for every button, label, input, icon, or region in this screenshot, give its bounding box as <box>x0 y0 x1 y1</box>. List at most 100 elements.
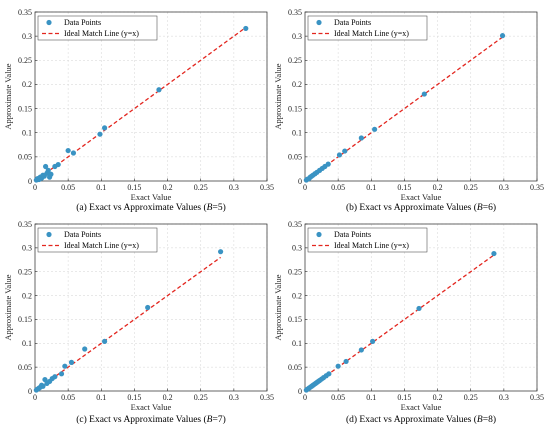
ideal-match-line <box>34 26 247 182</box>
x-tick-label: 0.1 <box>366 393 376 402</box>
y-tick-label: 0.1 <box>292 339 302 348</box>
y-tick-label: 0.35 <box>18 8 32 17</box>
caption-value: =8) <box>483 414 496 425</box>
legend-label-points: Data Points <box>64 18 101 27</box>
x-tick-label: 0.35 <box>530 183 544 192</box>
y-tick-label: 0 <box>28 387 32 396</box>
x-tick-label: 0.35 <box>260 183 274 192</box>
x-tick-label: 0 <box>303 183 307 192</box>
data-point <box>491 250 497 257</box>
y-axis-label: Approximate Value <box>273 274 283 340</box>
x-tick-label: 0 <box>33 393 37 402</box>
data-point <box>326 371 332 377</box>
ideal-match-line <box>34 256 221 392</box>
x-axis-label: Exact Value <box>401 402 442 412</box>
caption-value: =7) <box>212 414 225 425</box>
y-axis-label: Approximate Value <box>3 274 13 340</box>
caption-value: =6) <box>483 202 496 213</box>
y-tick-label: 0.1 <box>22 129 32 138</box>
y-tick-label: 0.35 <box>288 220 302 229</box>
y-tick-label: 0.35 <box>18 220 32 229</box>
y-tick-label: 0.35 <box>288 8 302 17</box>
x-tick-label: 0.05 <box>61 183 75 192</box>
y-tick-label: 0.3 <box>22 244 32 253</box>
y-tick-label: 0.15 <box>18 104 32 113</box>
caption-variable: B <box>477 203 483 213</box>
legend-box <box>37 227 158 253</box>
x-tick-label: 0.05 <box>331 183 345 192</box>
y-tick-label: 0.1 <box>292 129 302 138</box>
x-tick-label: 0.15 <box>127 183 141 192</box>
x-tick-label: 0.25 <box>194 393 208 402</box>
legend-box <box>307 227 428 253</box>
caption-variable: B <box>207 415 213 425</box>
data-point <box>40 383 46 389</box>
data-point <box>43 163 49 170</box>
data-point <box>372 126 378 132</box>
x-tick-label: 0.25 <box>464 393 478 402</box>
y-tick-label: 0.05 <box>288 363 302 372</box>
x-tick-label: 0.2 <box>433 183 443 192</box>
y-tick-label: 0 <box>298 177 302 186</box>
x-tick-label: 0 <box>33 183 37 192</box>
panel-c: 00 0.05 0.05 0.1 0.1 0.15 0.15 0.2 0.2 0.25 0.25 0.… <box>3 220 274 425</box>
legend: Data Points Ideal Match Line (y=x) <box>307 15 428 41</box>
legend-marker-points <box>316 19 322 26</box>
data-point <box>102 338 108 344</box>
y-tick-label: 0.05 <box>18 153 32 162</box>
x-tick-label: 0.15 <box>397 393 411 402</box>
y-tick-label: 0.1 <box>22 339 32 348</box>
y-tick-label: 0.2 <box>22 291 32 300</box>
x-tick-label: 0.05 <box>331 393 345 402</box>
x-tick-label: 0.25 <box>194 183 208 192</box>
y-tick-label: 0.2 <box>22 80 32 89</box>
legend-marker-points <box>46 231 52 238</box>
data-point <box>97 131 103 137</box>
panel-caption: (d) Exact vs Approximate Values (B=8) <box>346 414 496 425</box>
y-tick-label: 0 <box>28 177 32 186</box>
data-point <box>336 152 343 158</box>
legend-marker-points <box>316 231 322 238</box>
y-tick-label: 0.3 <box>22 32 32 41</box>
x-axis-label: Exact Value <box>401 192 442 202</box>
panel-a: 00 0.05 0.05 0.1 0.1 0.15 0.15 0.2 0.2 0.25 0.25 0.… <box>3 8 274 213</box>
y-axis-label: Approximate Value <box>3 63 13 129</box>
x-axis-label: Exact Value <box>131 192 172 202</box>
data-point <box>58 371 65 377</box>
data-point <box>55 161 61 168</box>
data-point <box>343 358 349 365</box>
data-point <box>48 171 54 177</box>
data-point <box>421 91 427 97</box>
legend: Data Points Ideal Match Line (y=x) <box>37 15 158 41</box>
data-point <box>102 125 108 131</box>
x-tick-label: 0.25 <box>464 183 478 192</box>
legend-label-points: Data Points <box>64 230 101 239</box>
ideal-match-line <box>304 254 495 392</box>
legend-label-line: Ideal Match Line (y=x) <box>334 29 409 38</box>
data-point <box>42 376 48 383</box>
axes-frame <box>304 223 538 392</box>
panel-d: 00 0.05 0.05 0.1 0.1 0.15 0.15 0.2 0.2 0.25 0.25 0.… <box>273 220 544 425</box>
legend: Data Points Ideal Match Line (y=x) <box>37 227 158 253</box>
y-tick-label: 0.25 <box>18 56 32 65</box>
legend-box <box>307 15 428 41</box>
y-tick-label: 0.05 <box>288 153 302 162</box>
panel-b: 00 0.05 0.05 0.1 0.1 0.15 0.15 0.2 0.2 0.25 0.25 0.… <box>273 8 544 213</box>
x-tick-label: 0 <box>303 393 307 402</box>
y-tick-label: 0.25 <box>288 56 302 65</box>
caption-value: =5) <box>212 202 225 213</box>
y-tick-label: 0.25 <box>18 268 32 277</box>
caption-text: (b) Exact vs Approximate Values ( <box>346 202 477 213</box>
caption-text: (d) Exact vs Approximate Values ( <box>346 414 477 425</box>
x-tick-label: 0.3 <box>499 183 509 192</box>
x-tick-label: 0.35 <box>260 393 274 402</box>
data-point <box>342 148 348 154</box>
data-point <box>335 363 341 369</box>
data-point <box>65 147 71 154</box>
axes-frame <box>34 11 268 182</box>
caption-text: (c) Exact vs Approximate Values ( <box>76 414 206 425</box>
x-tick-label: 0.15 <box>397 183 411 192</box>
data-point <box>370 338 376 344</box>
data-point <box>45 167 51 173</box>
x-tick-label: 0.2 <box>163 183 173 192</box>
